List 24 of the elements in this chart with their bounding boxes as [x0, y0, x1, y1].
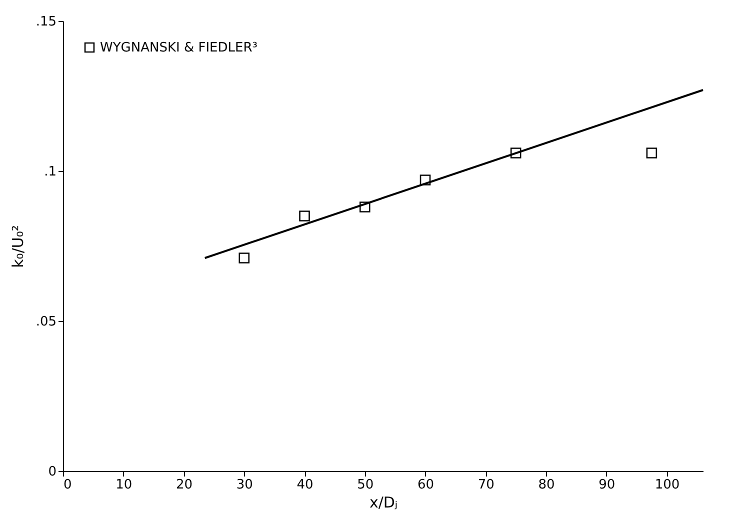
x-tick-label: 70: [478, 478, 494, 492]
x-tick-label: 30: [236, 478, 253, 492]
x-tick-label: 90: [598, 478, 616, 492]
x-tick-label: 10: [116, 478, 132, 492]
x-tick-label: 80: [538, 478, 555, 492]
y-tick-label: .15: [36, 14, 56, 30]
x-tick-label: 60: [417, 478, 434, 492]
point: [510, 148, 522, 158]
x-tick-label: 0: [64, 478, 72, 492]
x-tick-label: 100: [654, 478, 680, 492]
x-axis-title: x/Dⱼ: [369, 494, 398, 512]
point: [420, 174, 431, 186]
point: [359, 202, 370, 212]
legend-label: WYGNANSKI & FIEDLER³: [100, 40, 258, 56]
y-axis-title: k₀/U₀²: [8, 225, 27, 268]
y-tick-label: .1: [44, 164, 56, 180]
x-tick-label: 50: [357, 478, 374, 492]
y-tick-label: .05: [36, 314, 56, 330]
point: [238, 252, 250, 264]
x-tick-label: 20: [176, 478, 193, 492]
point: [299, 210, 310, 222]
y-tick-label: 0: [48, 464, 56, 480]
x-tick-label: 40: [296, 478, 314, 492]
point: [646, 148, 658, 158]
